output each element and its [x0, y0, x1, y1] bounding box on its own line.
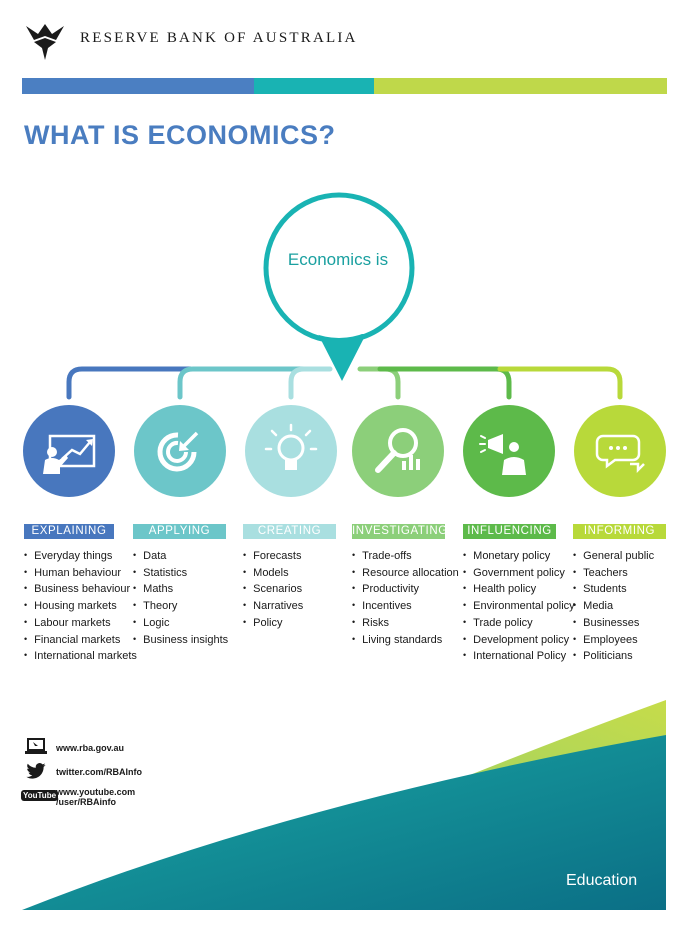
connector-investigating — [357, 366, 401, 400]
youtube-line-1: www.youtube.com — [56, 787, 136, 797]
list-item: Data — [133, 548, 228, 565]
list-item: Financial markets — [24, 632, 137, 649]
icon-circle-creating — [245, 405, 337, 497]
youtube-logo-text: YouTube — [21, 790, 59, 801]
list-item: Business insights — [133, 632, 228, 649]
list-item: Living standards — [352, 632, 459, 649]
list-item: Trade-offs — [352, 548, 459, 565]
list-item: International markets — [24, 648, 137, 665]
connector-explaining — [66, 366, 193, 400]
page-title: WHAT IS ECONOMICS? — [24, 120, 336, 150]
twitter-link[interactable]: twitter.com/RBAInfo — [56, 767, 143, 777]
icon-circle-investigating — [352, 405, 444, 497]
list-item: Statistics — [133, 565, 228, 582]
list-item: Politicians — [573, 648, 654, 665]
connector-influencing — [377, 366, 512, 400]
laptop-icon — [25, 738, 47, 754]
list-item: Businesses — [573, 615, 654, 632]
list-item: Resource allocation — [352, 565, 459, 582]
list-informing: General public Teachers Students Media B… — [573, 548, 654, 665]
icon-circle-explaining — [23, 405, 115, 497]
connector-creating — [288, 366, 333, 400]
list-investigating: Trade-offs Resource allocation Productiv… — [352, 548, 459, 648]
list-item: International Policy — [463, 648, 575, 665]
list-item: Business behaviour — [24, 581, 137, 598]
list-item: Forecasts — [243, 548, 303, 565]
youtube-line-2: /user/RBAinfo — [56, 797, 117, 807]
list-item: Productivity — [352, 581, 459, 598]
icon-circle-informing — [574, 405, 666, 497]
list-item: Students — [573, 581, 654, 598]
list-item: Labour markets — [24, 615, 137, 632]
list-item: Risks — [352, 615, 459, 632]
label-creating: CREATING — [243, 524, 336, 539]
header-stripe — [22, 78, 667, 94]
label-explaining: EXPLAINING — [24, 524, 114, 539]
youtube-icon: YouTube — [21, 790, 59, 804]
list-creating: Forecasts Models Scenarios Narratives Po… — [243, 548, 303, 632]
list-applying: Data Statistics Maths Theory Logic Busin… — [133, 548, 228, 648]
list-item: Scenarios — [243, 581, 303, 598]
list-item: Theory — [133, 598, 228, 615]
list-item: Development policy — [463, 632, 575, 649]
list-item: Human behaviour — [24, 565, 137, 582]
list-item: Narratives — [243, 598, 303, 615]
youtube-link[interactable]: www.youtube.com /user/RBAinfo — [56, 787, 135, 807]
connector-informing — [497, 366, 623, 400]
list-item: Monetary policy — [463, 548, 575, 565]
list-item: Policy — [243, 615, 303, 632]
list-item: Models — [243, 565, 303, 582]
list-item: Health policy — [463, 581, 575, 598]
label-influencing: INFLUENCING — [463, 524, 556, 539]
list-item: Government policy — [463, 565, 575, 582]
footer-education-label: Education — [566, 872, 638, 889]
rba-logo-icon — [26, 24, 64, 60]
list-item: Everyday things — [24, 548, 137, 565]
list-item: Environmental policy — [463, 598, 575, 615]
list-item: Teachers — [573, 565, 654, 582]
list-explaining: Everyday things Human behaviour Business… — [24, 548, 137, 665]
list-item: Incentives — [352, 598, 459, 615]
stripe-blue — [22, 78, 254, 94]
connector-applying — [177, 366, 313, 400]
website-link[interactable]: www.rba.gov.au — [56, 743, 125, 753]
list-item: Media — [573, 598, 654, 615]
wave-teal — [22, 735, 666, 910]
list-item: Logic — [133, 615, 228, 632]
list-item: Trade policy — [463, 615, 575, 632]
list-item: Employees — [573, 632, 654, 649]
list-influencing: Monetary policy Government policy Health… — [463, 548, 575, 665]
list-item: General public — [573, 548, 654, 565]
twitter-icon — [26, 763, 46, 779]
icon-circle-influencing — [463, 405, 555, 497]
list-item: Housing markets — [24, 598, 137, 615]
stripe-teal — [254, 78, 374, 94]
label-applying: APPLYING — [133, 524, 226, 539]
label-investigating: INVESTIGATING — [352, 524, 448, 539]
center-bubble — [263, 192, 415, 381]
stripe-green — [374, 78, 667, 94]
center-text: Economics is — [287, 250, 389, 269]
label-informing: INFORMING — [573, 524, 666, 539]
bank-name: RESERVE BANK OF AUSTRALIA — [80, 30, 358, 46]
list-item: Maths — [133, 581, 228, 598]
icon-circle-applying — [134, 405, 226, 497]
